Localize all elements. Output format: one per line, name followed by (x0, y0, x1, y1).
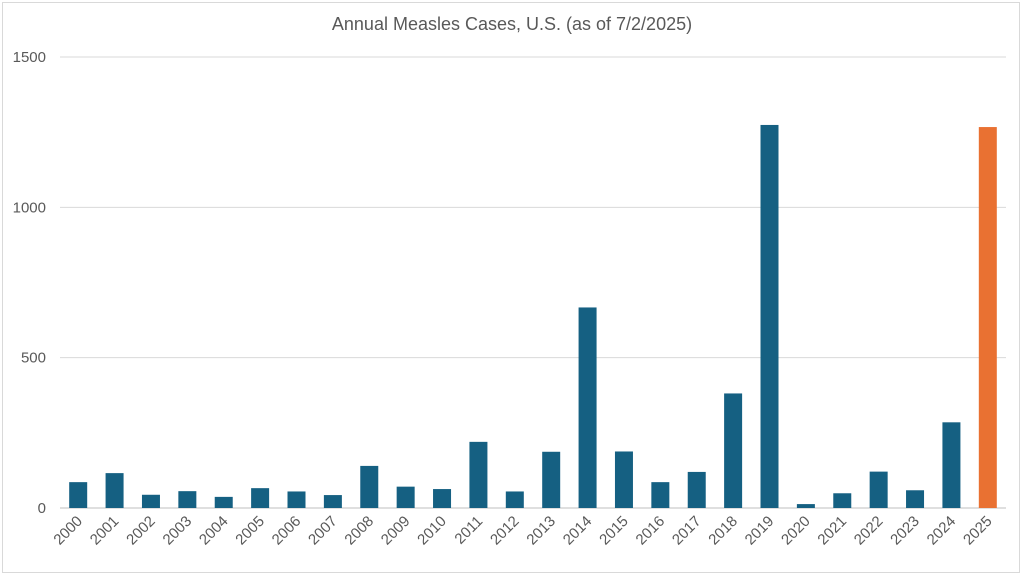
x-tick-label-2001: 2001 (87, 513, 123, 549)
bar-2008 (360, 465, 379, 508)
x-tick-label-2017: 2017 (669, 513, 705, 549)
bar-2019 (760, 124, 779, 508)
x-tick-label-2014: 2014 (560, 513, 596, 549)
bar-2010 (433, 489, 452, 508)
x-tick-label-2011: 2011 (451, 513, 486, 548)
x-tick-label-2020: 2020 (778, 513, 814, 549)
gridlines (60, 56, 1006, 509)
bar-2020 (796, 504, 815, 508)
x-tick-label-2009: 2009 (378, 513, 414, 549)
y-tick-label: 0 (38, 500, 46, 517)
bar-2011 (469, 441, 488, 508)
bar-2003 (178, 491, 197, 508)
bar-2025 (978, 127, 997, 509)
x-axis-ticks: 2000 2001 2002 2003 2004 2005 2006 2007 2008 2009… (50, 513, 995, 549)
x-tick-label-2008: 2008 (341, 513, 377, 549)
bar-2000 (69, 482, 88, 508)
bar-2009 (396, 486, 415, 508)
bar-2006 (287, 491, 306, 508)
y-axis-ticks: 0 500 1000 1500 (13, 49, 46, 517)
x-tick-label-2019: 2019 (742, 513, 778, 549)
x-tick-label-2024: 2024 (924, 513, 960, 549)
bar-2012 (505, 491, 524, 508)
x-tick-label-2015: 2015 (596, 513, 632, 549)
x-tick-label-2025: 2025 (960, 513, 996, 549)
x-tick-label-2006: 2006 (269, 513, 305, 549)
x-tick-label-2003: 2003 (160, 513, 196, 549)
y-tick-label: 1500 (13, 49, 46, 66)
bar-2014 (578, 307, 597, 508)
bar-2024 (942, 422, 961, 508)
bar-2015 (614, 451, 633, 508)
x-tick-label-2012: 2012 (487, 513, 523, 549)
x-tick-label-2007: 2007 (305, 513, 341, 549)
x-tick-label-2018: 2018 (705, 513, 741, 549)
x-tick-label-2016: 2016 (633, 513, 669, 549)
bar-2001 (105, 473, 124, 508)
bar-2021 (833, 493, 852, 508)
x-tick-label-2002: 2002 (123, 513, 159, 549)
bar-2018 (724, 393, 743, 508)
x-tick-label-2021: 2021 (814, 513, 850, 549)
y-tick-label: 500 (21, 350, 46, 367)
bar-2013 (542, 451, 561, 508)
bar-2004 (214, 496, 233, 508)
x-tick-label-2004: 2004 (196, 513, 232, 549)
x-tick-label-2022: 2022 (851, 513, 887, 549)
bar-2002 (141, 494, 160, 508)
chart-title: Annual Measles Cases, U.S. (as of 7/2/20… (331, 14, 693, 34)
bar-2016 (651, 482, 670, 508)
bar-2017 (687, 471, 706, 508)
bar-2022 (869, 471, 888, 508)
x-tick-label-2023: 2023 (887, 513, 923, 549)
bar-2007 (323, 495, 342, 508)
x-tick-label-2010: 2010 (414, 513, 450, 549)
y-tick-label: 1000 (13, 199, 46, 216)
bar-2023 (906, 490, 925, 508)
bar-2005 (251, 488, 270, 508)
bars (69, 124, 997, 509)
x-tick-label-2005: 2005 (232, 513, 268, 549)
x-tick-label-2013: 2013 (523, 513, 559, 549)
x-tick-label-2000: 2000 (50, 513, 86, 549)
